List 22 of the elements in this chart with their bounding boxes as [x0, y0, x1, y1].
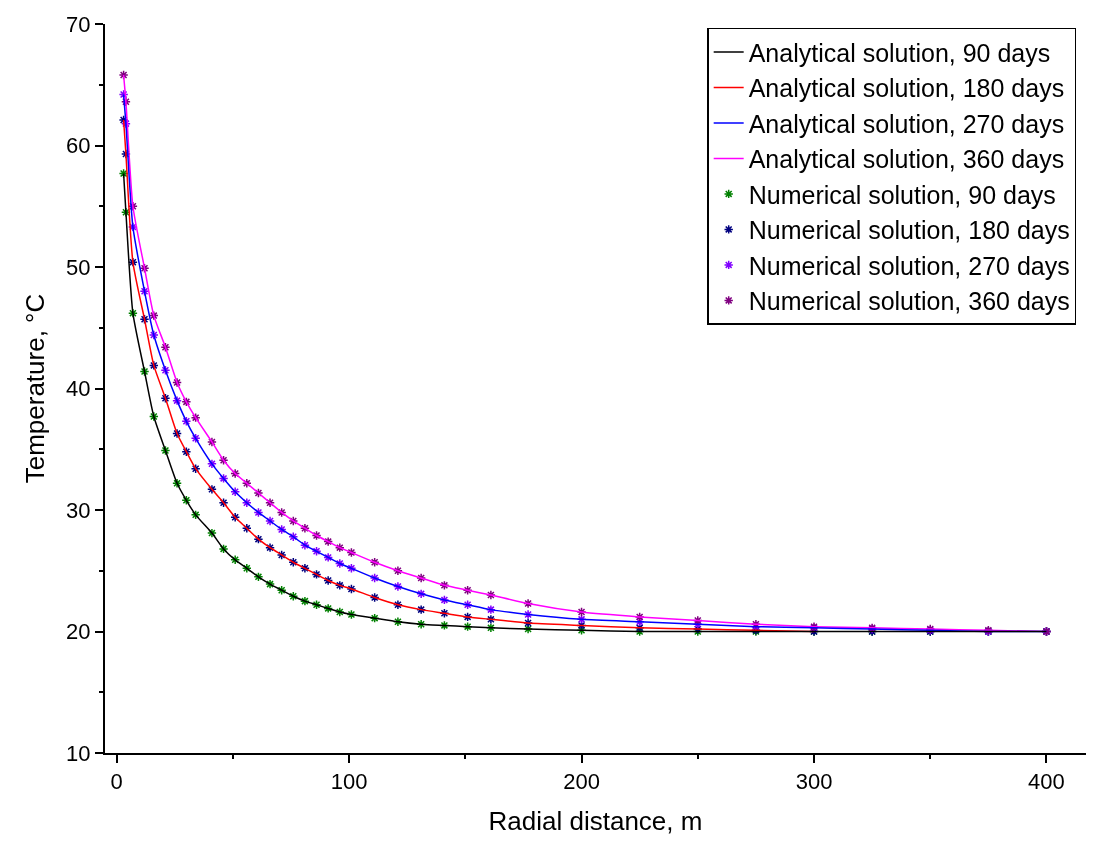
y-tick-label: 30: [66, 497, 91, 523]
x-tick-label: 100: [330, 769, 368, 795]
legend-label: Numerical solution, 270 days: [748, 251, 1070, 280]
legend-label: Analytical solution, 270 days: [748, 109, 1065, 138]
y-tick-label: 60: [66, 133, 91, 159]
legend-label: Analytical solution, 180 days: [748, 74, 1065, 103]
legend-label: Analytical solution, 90 days: [748, 38, 1051, 67]
legend-label: Numerical solution, 360 days: [748, 287, 1070, 316]
y-axis-title: Temperature, °C: [20, 293, 51, 484]
legend-label: Numerical solution, 180 days: [748, 216, 1070, 245]
x-tick-label: 200: [563, 769, 600, 795]
y-tick-label: 50: [66, 254, 91, 280]
x-tick-label: 400: [1028, 769, 1065, 795]
legend-label: Numerical solution, 90 days: [748, 180, 1056, 209]
y-tick-label: 20: [66, 619, 91, 645]
y-tick-label: 10: [66, 740, 91, 766]
x-axis-title: Radial distance, m: [488, 805, 703, 836]
y-tick-label: 40: [66, 376, 91, 402]
legend-label: Analytical solution, 360 days: [748, 145, 1065, 174]
y-tick-label: 70: [66, 11, 91, 37]
x-tick-label: 300: [795, 769, 833, 795]
x-tick-label: 0: [110, 769, 123, 795]
